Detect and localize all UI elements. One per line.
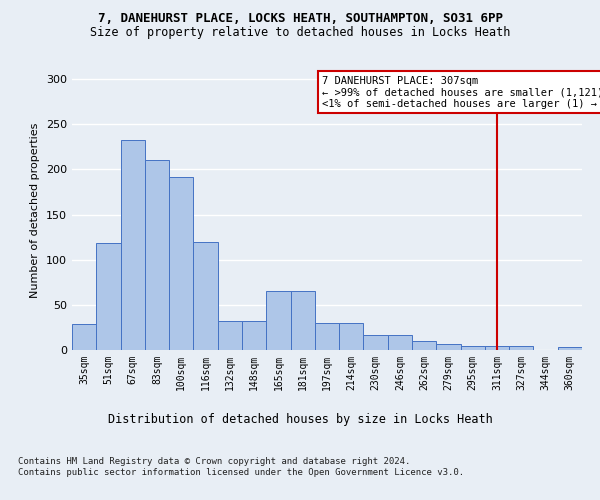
Bar <box>290 292 315 350</box>
Bar <box>96 242 121 350</box>
Bar <box>461 346 485 350</box>
Text: Size of property relative to detached houses in Locks Heath: Size of property relative to detached ho… <box>90 26 510 39</box>
Bar <box>218 321 242 350</box>
Bar <box>315 323 339 350</box>
Text: Distribution of detached houses by size in Locks Heath: Distribution of detached houses by size … <box>107 412 493 426</box>
Text: Contains HM Land Registry data © Crown copyright and database right 2024.
Contai: Contains HM Land Registry data © Crown c… <box>18 458 464 477</box>
Bar <box>169 176 193 350</box>
Bar <box>145 160 169 350</box>
Bar <box>242 321 266 350</box>
Bar <box>364 334 388 350</box>
Bar <box>412 341 436 350</box>
Text: 7, DANEHURST PLACE, LOCKS HEATH, SOUTHAMPTON, SO31 6PP: 7, DANEHURST PLACE, LOCKS HEATH, SOUTHAM… <box>97 12 503 26</box>
Bar <box>509 346 533 350</box>
Bar <box>558 348 582 350</box>
Bar <box>266 292 290 350</box>
Bar <box>72 324 96 350</box>
Bar <box>388 334 412 350</box>
Bar <box>485 346 509 350</box>
Bar <box>436 344 461 350</box>
Bar <box>121 140 145 350</box>
Bar <box>339 323 364 350</box>
Y-axis label: Number of detached properties: Number of detached properties <box>31 122 40 298</box>
Bar <box>193 242 218 350</box>
Text: 7 DANEHURST PLACE: 307sqm
← >99% of detached houses are smaller (1,121)
<1% of s: 7 DANEHURST PLACE: 307sqm ← >99% of deta… <box>322 76 600 109</box>
